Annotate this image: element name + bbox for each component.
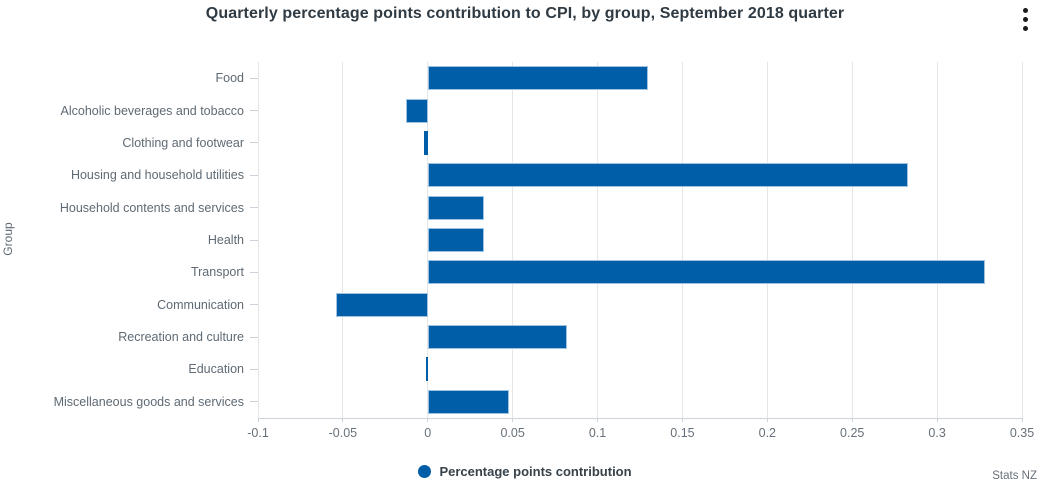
gridline	[936, 62, 938, 418]
x-axis-tick	[597, 418, 599, 422]
y-axis-tick	[250, 207, 258, 209]
bar-alcoholic-beverages-and-tobacco[interactable]	[405, 98, 428, 123]
x-axis-tick	[512, 418, 514, 422]
y-axis-tick	[250, 368, 258, 370]
bar-health[interactable]	[427, 228, 484, 252]
bar-communication[interactable]	[336, 292, 428, 317]
gridline	[512, 62, 514, 418]
x-axis-ticks	[257, 418, 1023, 423]
x-axis-tick-label: -0.1	[247, 426, 269, 440]
y-axis-labels: Food Alcoholic beverages and tobacco Cloth…	[0, 62, 244, 418]
y-axis-tick	[250, 77, 258, 79]
x-axis-tick	[681, 418, 683, 422]
x-axis-tick-label: -0.05	[328, 426, 358, 440]
bar-clothing-and-footwear[interactable]	[424, 130, 428, 155]
chart-title: Quarterly percentage points contribution…	[205, 5, 845, 22]
y-axis-tick	[250, 174, 258, 176]
gridline	[766, 62, 768, 418]
bar-household-contents-and-services[interactable]	[427, 195, 484, 220]
bar-food[interactable]	[427, 66, 649, 91]
y-axis-tick	[250, 336, 258, 338]
x-axis-tick-label: 0.3	[928, 426, 946, 440]
gridline	[257, 62, 259, 418]
category-label-household-contents-and-services: Household contents and services	[59, 200, 244, 215]
kebab-dot-icon	[1022, 25, 1028, 31]
x-axis-tick-label: 0	[424, 426, 432, 440]
gridline	[681, 62, 683, 418]
legend-item[interactable]: Percentage points contribution	[0, 463, 1050, 480]
category-label-clothing-and-footwear: Clothing and footwear	[122, 135, 244, 150]
x-axis-tick	[427, 418, 429, 422]
x-axis-tick	[1021, 418, 1023, 422]
x-axis-tick	[342, 418, 344, 422]
gridline	[1021, 62, 1023, 418]
x-axis-tick	[936, 418, 938, 422]
x-axis-tick-label: 0.35	[1009, 426, 1035, 440]
x-axis-tick-label: 0.1	[588, 426, 607, 440]
x-axis-tick-label: 0.05	[500, 426, 525, 440]
y-axis-tick	[250, 239, 258, 241]
y-axis-tick	[250, 110, 258, 112]
legend-label: Percentage points contribution	[439, 464, 632, 479]
x-axis-tick	[851, 418, 853, 422]
category-label-miscellaneous-goods-and-services: Miscellaneous goods and services	[53, 394, 244, 409]
category-label-transport: Transport	[190, 265, 244, 280]
x-axis-labels: -0.1 -0.05 0 0.05 0.1 0.15 0.2 0.25 0.3 0.35	[247, 426, 1034, 444]
context-menu-button[interactable]	[1014, 4, 1036, 34]
bar-housing-and-household-utilities[interactable]	[427, 163, 909, 188]
kebab-dot-icon	[1022, 16, 1028, 22]
category-label-recreation-and-culture: Recreation and culture	[118, 330, 244, 345]
category-label-communication: Communication	[157, 297, 244, 312]
category-label-food: Food	[215, 71, 245, 86]
y-axis-tick	[250, 401, 258, 403]
credits-label: Stats NZ	[992, 470, 1037, 482]
x-axis-tick	[766, 418, 768, 422]
bar-education[interactable]	[426, 357, 428, 382]
x-axis-tick-label: 0.25	[840, 426, 865, 440]
gridline	[342, 62, 344, 418]
y-axis-tick	[250, 271, 258, 273]
y-axis-ticks	[250, 62, 258, 418]
bar-miscellaneous-goods-and-services[interactable]	[427, 389, 510, 414]
legend-marker-icon	[418, 465, 432, 478]
bar-transport[interactable]	[427, 260, 985, 285]
x-axis-tick-label: 0.2	[758, 426, 777, 440]
category-label-health: Health	[207, 233, 244, 247]
kebab-dot-icon	[1022, 7, 1028, 13]
category-label-education: Education	[188, 362, 244, 377]
category-label-alcoholic-beverages-and-tobacco: Alcoholic beverages and tobacco	[60, 103, 244, 118]
y-axis-tick	[250, 304, 258, 306]
category-label-housing-and-household-utilities: Housing and household utilities	[70, 168, 244, 183]
gridline	[851, 62, 853, 418]
bar-recreation-and-culture[interactable]	[427, 325, 567, 350]
plot-area	[257, 62, 1023, 419]
y-axis-tick	[250, 142, 258, 144]
gridline	[597, 62, 599, 418]
x-axis-tick-label: 0.15	[670, 426, 695, 440]
x-axis-tick	[257, 418, 259, 422]
